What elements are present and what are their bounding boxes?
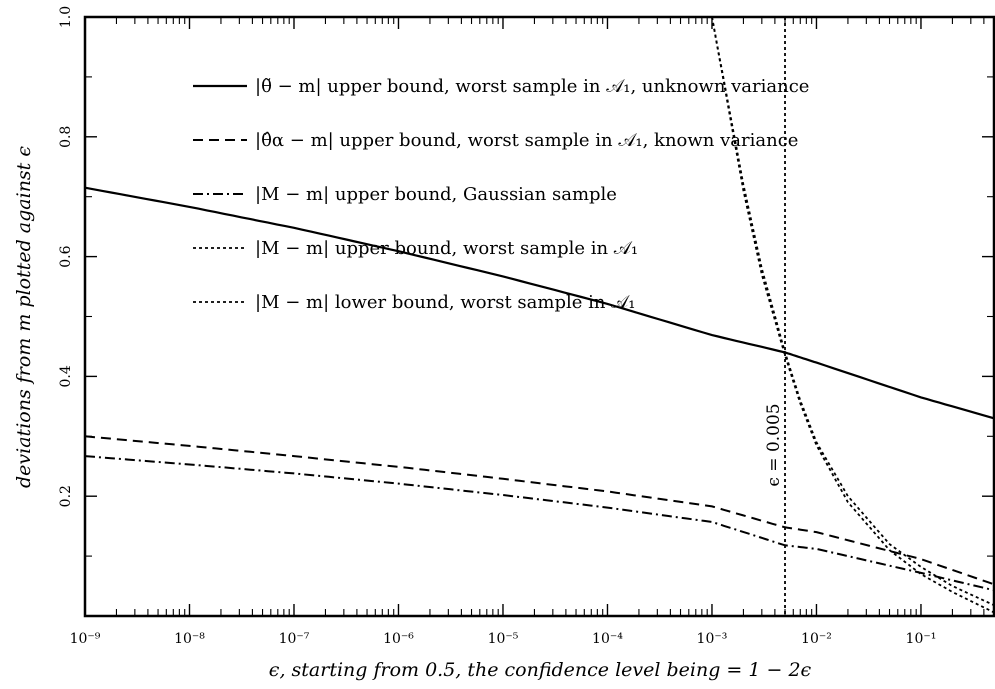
x-tick-label-4: 10⁻⁶ [383, 631, 414, 647]
series-line-5 [711, 16, 995, 614]
reference-line-label: ϵ = 0.005 [764, 403, 784, 486]
plot-frame [83, 15, 995, 618]
series-line-2 [84, 435, 995, 586]
series-line-4 [711, 16, 995, 607]
series-layer [84, 16, 995, 614]
x-tick-label-6: 10⁻⁴ [592, 631, 623, 647]
y-tick-label-1: 0.2 [58, 485, 74, 507]
axes: 10⁻⁹ 10⁻⁸ 10⁻⁷ 10⁻⁶ 10⁻⁵ 10⁻⁴ 10⁻³ 10⁻² 10⁻¹ 0.2 0… [58, 6, 995, 647]
legend-label-5: |M − m| lower bound, worst sample in 𝒜₁ [255, 292, 635, 313]
y-tick-label-4: 0.8 [58, 126, 74, 148]
x-tick-label-1: 10⁻⁹ [70, 631, 101, 647]
x-axis-title: ϵ, starting from 0.5, the confidence lev… [269, 659, 812, 681]
y-tick-label-5: 1.0 [58, 6, 74, 28]
legend-label-4: |M − m| upper bound, worst sample in 𝒜₁ [255, 238, 638, 259]
x-tick-label-2: 10⁻⁸ [174, 631, 205, 647]
y-axis-title: deviations from m plotted against ϵ [13, 146, 35, 488]
x-tick-label-8: 10⁻² [801, 631, 832, 647]
series-line-3 [84, 455, 995, 592]
x-tick-label-7: 10⁻³ [697, 631, 728, 647]
series-line-1 [84, 186, 995, 420]
legend-label-3: |M − m| upper bound, Gaussian sample [255, 184, 617, 205]
legend: |θ̃ − m| upper bound, worst sample in 𝒜₁… [193, 76, 809, 313]
legend-label-2: |θ̂α − m| upper bound, worst sample in 𝒜… [255, 130, 798, 151]
y-tick-label-3: 0.6 [58, 245, 74, 267]
reference-line-layer: ϵ = 0.005 [764, 17, 786, 616]
x-tick-label-9: 10⁻¹ [906, 631, 937, 647]
y-tick-label-2: 0.4 [58, 365, 74, 387]
x-tick-label-3: 10⁻⁷ [279, 631, 310, 647]
x-tick-label-5: 10⁻⁵ [488, 631, 519, 647]
legend-label-1: |θ̃ − m| upper bound, worst sample in 𝒜₁… [255, 76, 809, 97]
